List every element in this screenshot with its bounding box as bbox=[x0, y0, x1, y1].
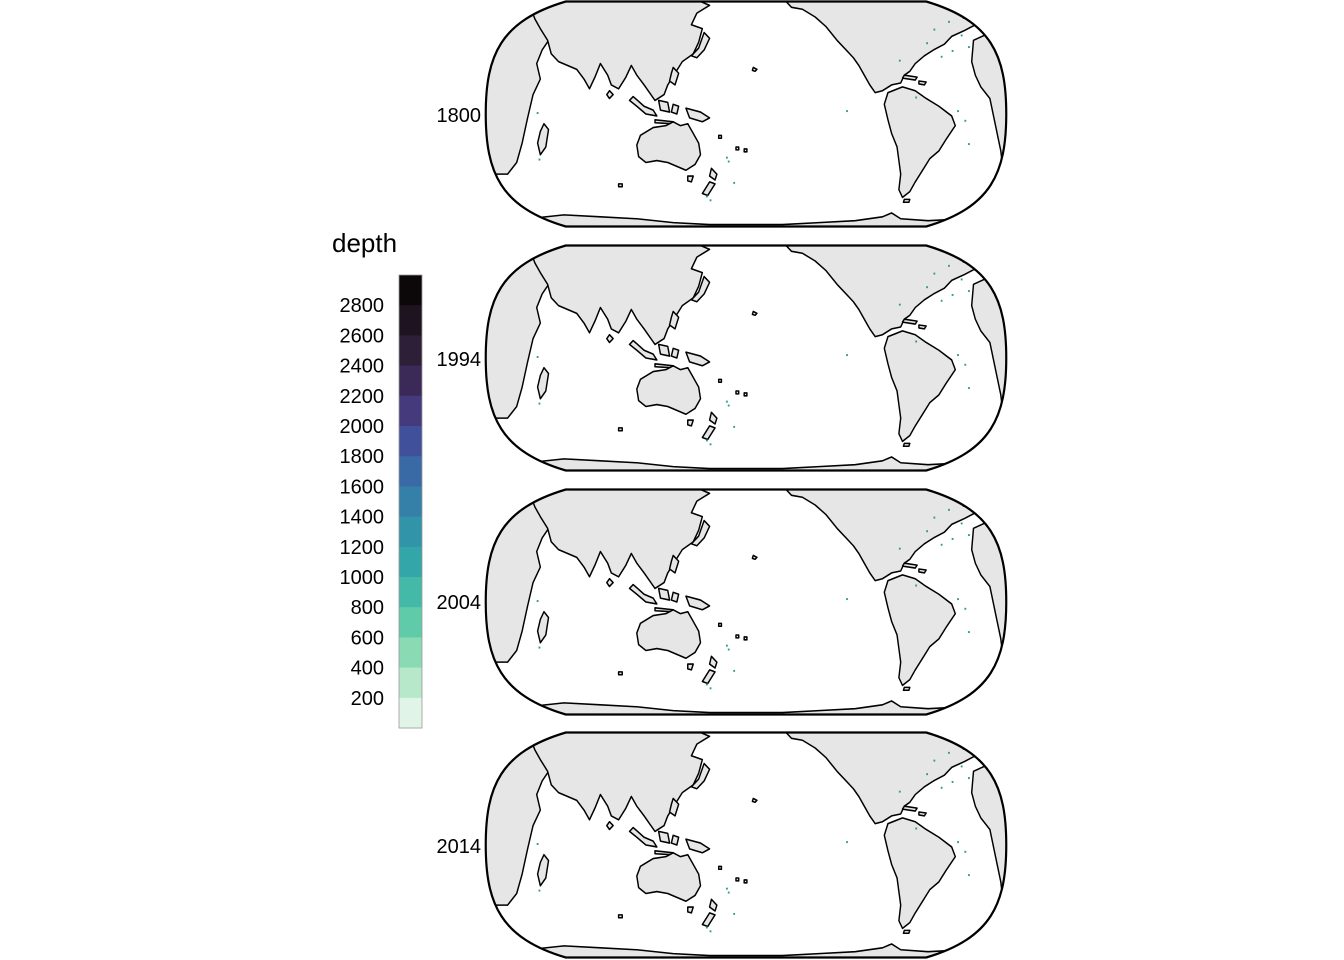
panel-label: 2004 bbox=[437, 592, 482, 614]
legend-tick-label: 2000 bbox=[340, 416, 385, 438]
legend-color-swatch bbox=[399, 546, 422, 578]
legend-color-swatch bbox=[399, 456, 422, 487]
legend-color-swatch bbox=[399, 667, 422, 699]
panel-label: 1994 bbox=[437, 349, 482, 371]
legend-tick-label: 2600 bbox=[340, 325, 385, 347]
legend-color-swatch bbox=[399, 697, 422, 729]
legend-color-swatch bbox=[399, 365, 422, 397]
legend-color-swatch bbox=[399, 637, 422, 669]
map-panel-1994: 1994 bbox=[437, 242, 1010, 485]
legend-title: depth bbox=[332, 228, 397, 258]
legend-color-swatch bbox=[399, 486, 422, 518]
legend-colorbar bbox=[398, 274, 423, 729]
depth-legend: depth 2800 2600 2400 2200 2000 1800 1600 1400 12… bbox=[332, 228, 423, 729]
legend-color-swatch bbox=[399, 395, 422, 427]
map-panel-1800: 1800 bbox=[437, 0, 1010, 240]
legend-tick-label: 1000 bbox=[340, 567, 385, 589]
legend-color-swatch bbox=[399, 426, 422, 457]
legend-tick-label: 2800 bbox=[340, 295, 385, 317]
legend-tick-label: 1200 bbox=[340, 537, 385, 559]
legend-tick-label: 200 bbox=[351, 688, 384, 710]
legend-color-swatch bbox=[399, 275, 422, 306]
legend-color-swatch bbox=[399, 577, 422, 608]
map-panel-2014: 2014 bbox=[437, 729, 1010, 960]
legend-ticks: 2800 2600 2400 2200 2000 1800 1600 1400 1200 1000… bbox=[340, 295, 385, 710]
legend-color-swatch bbox=[399, 305, 422, 336]
legend-color-swatch bbox=[399, 335, 422, 367]
legend-color-swatch bbox=[399, 516, 422, 548]
panel-label: 1800 bbox=[437, 105, 482, 127]
legend-tick-label: 2200 bbox=[340, 386, 385, 408]
legend-tick-label: 600 bbox=[351, 627, 384, 649]
legend-tick-label: 2400 bbox=[340, 356, 385, 378]
legend-color-swatch bbox=[399, 607, 422, 638]
legend-tick-label: 800 bbox=[351, 597, 384, 619]
map-panel-2004: 2004 bbox=[437, 486, 1010, 728]
legend-tick-label: 1400 bbox=[340, 507, 385, 529]
legend-tick-label: 400 bbox=[351, 658, 384, 680]
panel-label: 2014 bbox=[437, 836, 482, 858]
legend-tick-label: 1600 bbox=[340, 476, 385, 498]
legend-tick-label: 1800 bbox=[340, 446, 385, 468]
